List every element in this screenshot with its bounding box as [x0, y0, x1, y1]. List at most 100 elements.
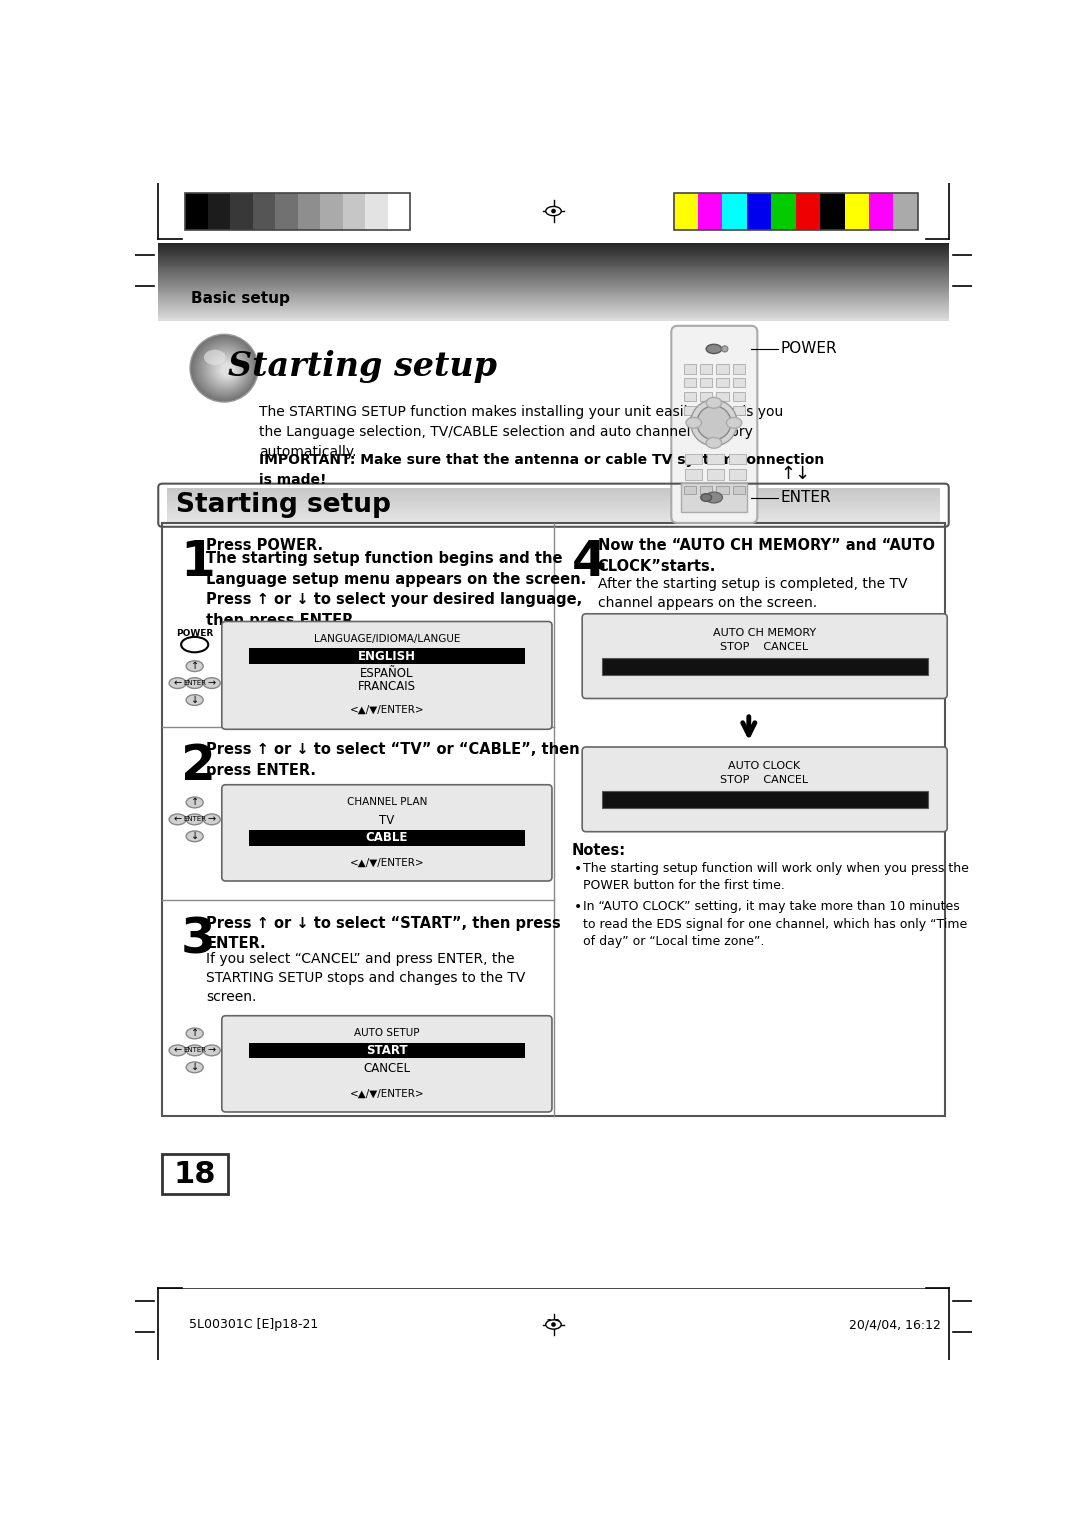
FancyBboxPatch shape: [893, 193, 918, 229]
FancyBboxPatch shape: [135, 1287, 972, 1360]
Text: AUTO SETUP: AUTO SETUP: [354, 1028, 420, 1039]
Ellipse shape: [706, 344, 721, 353]
FancyBboxPatch shape: [221, 1016, 552, 1112]
Text: START: START: [366, 1044, 407, 1057]
FancyBboxPatch shape: [602, 657, 928, 675]
FancyBboxPatch shape: [716, 406, 729, 416]
FancyBboxPatch shape: [159, 315, 948, 316]
FancyBboxPatch shape: [159, 272, 948, 274]
Text: Basic setup: Basic setup: [191, 292, 289, 306]
Text: TV: TV: [379, 814, 394, 828]
FancyBboxPatch shape: [159, 277, 948, 278]
FancyBboxPatch shape: [159, 301, 948, 303]
FancyBboxPatch shape: [159, 310, 948, 312]
FancyBboxPatch shape: [700, 406, 713, 416]
FancyBboxPatch shape: [207, 193, 231, 229]
FancyBboxPatch shape: [159, 295, 948, 296]
Circle shape: [211, 354, 242, 385]
FancyBboxPatch shape: [159, 264, 948, 266]
FancyBboxPatch shape: [275, 193, 298, 229]
FancyBboxPatch shape: [388, 193, 410, 229]
FancyBboxPatch shape: [159, 255, 948, 257]
FancyBboxPatch shape: [707, 454, 724, 465]
Text: After the starting setup is completed, the TV
channel appears on the screen.: After the starting setup is completed, t…: [597, 578, 907, 610]
Text: STOP    CANCEL: STOP CANCEL: [720, 775, 808, 785]
Text: POWER: POWER: [781, 341, 837, 356]
FancyBboxPatch shape: [159, 254, 948, 255]
Ellipse shape: [186, 660, 203, 671]
FancyBboxPatch shape: [166, 500, 941, 503]
Ellipse shape: [170, 1045, 186, 1056]
Text: ↑: ↑: [190, 798, 199, 807]
FancyBboxPatch shape: [159, 258, 948, 260]
Circle shape: [206, 350, 245, 388]
Text: ↓: ↓: [190, 1062, 199, 1073]
Text: ENTER: ENTER: [184, 816, 206, 822]
FancyBboxPatch shape: [159, 298, 948, 299]
Text: CANCEL: CANCEL: [363, 1062, 410, 1076]
FancyBboxPatch shape: [716, 486, 729, 494]
FancyBboxPatch shape: [159, 284, 948, 286]
FancyBboxPatch shape: [716, 377, 729, 388]
Ellipse shape: [706, 437, 721, 448]
FancyBboxPatch shape: [602, 792, 928, 808]
FancyBboxPatch shape: [166, 520, 941, 521]
FancyBboxPatch shape: [159, 270, 948, 272]
FancyBboxPatch shape: [747, 193, 772, 229]
Text: 3: 3: [180, 915, 216, 964]
FancyBboxPatch shape: [159, 318, 948, 319]
Text: Starting setup: Starting setup: [228, 350, 497, 384]
FancyBboxPatch shape: [159, 267, 948, 269]
Text: →: →: [207, 1045, 216, 1056]
FancyBboxPatch shape: [159, 303, 948, 304]
Text: 5L00301C [E]p18-21: 5L00301C [E]p18-21: [189, 1319, 319, 1331]
FancyBboxPatch shape: [166, 497, 941, 498]
Ellipse shape: [186, 1062, 203, 1073]
Ellipse shape: [181, 637, 208, 652]
FancyBboxPatch shape: [159, 252, 948, 254]
FancyBboxPatch shape: [159, 289, 948, 290]
Text: →: →: [207, 814, 216, 825]
Text: 20/4/04, 16:12: 20/4/04, 16:12: [849, 1319, 941, 1331]
FancyBboxPatch shape: [365, 193, 388, 229]
Text: LANGUAGE/IDIOMA/LANGUE: LANGUAGE/IDIOMA/LANGUE: [313, 634, 460, 645]
Text: IMPORTANT: Make sure that the antenna or cable TV system connection
is made!: IMPORTANT: Make sure that the antenna or…: [259, 452, 824, 487]
FancyBboxPatch shape: [723, 193, 747, 229]
FancyBboxPatch shape: [845, 193, 869, 229]
Text: <▲/▼/ENTER>: <▲/▼/ENTER>: [350, 704, 424, 715]
FancyBboxPatch shape: [166, 490, 941, 494]
FancyBboxPatch shape: [162, 523, 945, 1115]
FancyBboxPatch shape: [159, 264, 948, 266]
FancyBboxPatch shape: [684, 364, 697, 373]
Text: ESPAÑOL: ESPAÑOL: [360, 666, 414, 680]
FancyBboxPatch shape: [159, 287, 948, 289]
Text: 18: 18: [174, 1160, 216, 1189]
Circle shape: [193, 338, 256, 399]
Text: AUTO CH MEMORY: AUTO CH MEMORY: [713, 628, 815, 639]
FancyBboxPatch shape: [159, 261, 948, 263]
FancyBboxPatch shape: [700, 364, 713, 373]
FancyBboxPatch shape: [159, 278, 948, 280]
FancyBboxPatch shape: [159, 251, 948, 252]
Ellipse shape: [203, 678, 220, 689]
FancyBboxPatch shape: [159, 295, 948, 296]
FancyBboxPatch shape: [159, 269, 948, 270]
Text: 4: 4: [572, 538, 607, 587]
Circle shape: [721, 345, 728, 351]
Text: Now the “AUTO CH MEMORY” and “AUTO
CLOCK”starts.: Now the “AUTO CH MEMORY” and “AUTO CLOCK…: [597, 538, 934, 573]
FancyBboxPatch shape: [159, 306, 948, 307]
Text: The starting setup function will work only when you press the
POWER button for t: The starting setup function will work on…: [583, 862, 969, 892]
FancyBboxPatch shape: [159, 299, 948, 301]
Ellipse shape: [186, 1045, 203, 1056]
FancyBboxPatch shape: [159, 293, 948, 295]
FancyBboxPatch shape: [159, 249, 948, 251]
FancyBboxPatch shape: [729, 469, 745, 480]
Circle shape: [190, 335, 258, 402]
Ellipse shape: [170, 678, 186, 689]
FancyBboxPatch shape: [166, 509, 941, 510]
FancyBboxPatch shape: [732, 406, 745, 416]
Text: <▲/▼/ENTER>: <▲/▼/ENTER>: [350, 1088, 424, 1099]
Ellipse shape: [170, 814, 186, 825]
FancyBboxPatch shape: [869, 193, 894, 229]
Circle shape: [201, 345, 249, 393]
